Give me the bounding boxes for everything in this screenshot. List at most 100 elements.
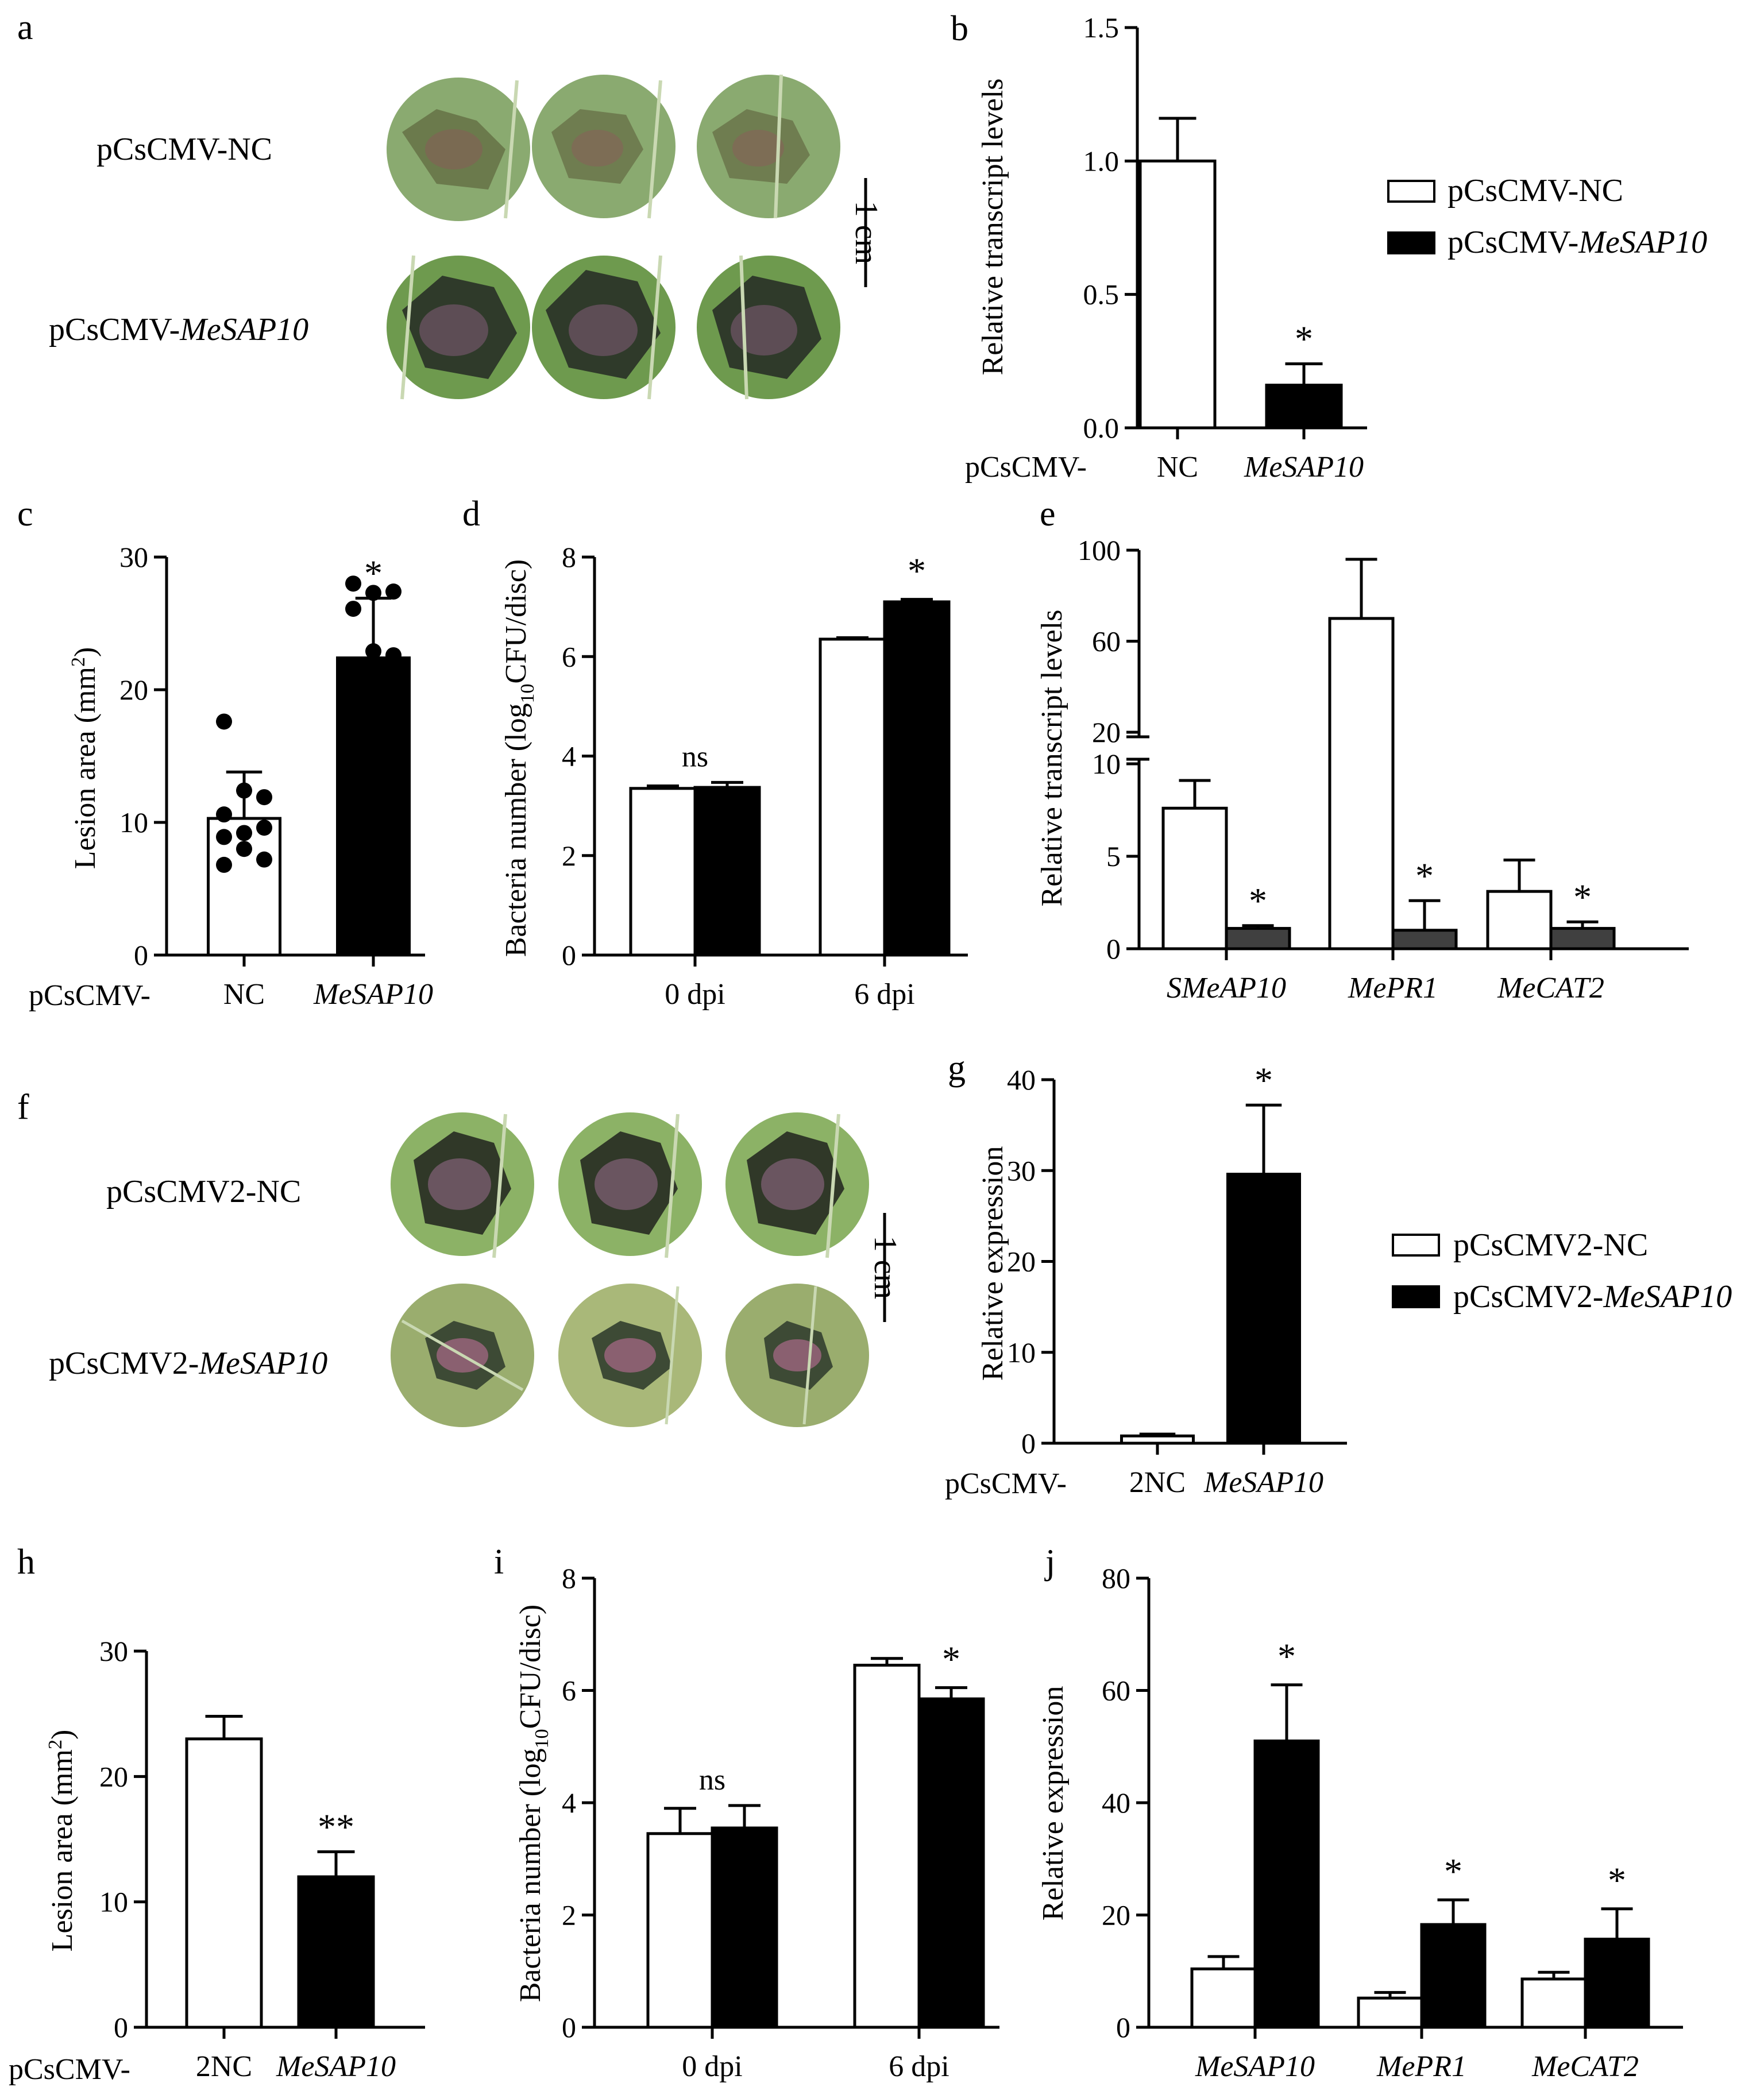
chart-d: d 0 2 4 6 8 Bacteria number (log10CFU/disc) 0 d… xyxy=(462,494,968,1011)
significance-mark: * xyxy=(1573,876,1592,917)
y-tick-label: 6 xyxy=(562,640,576,673)
bar xyxy=(629,787,697,957)
bar xyxy=(1161,806,1228,950)
leaf-disc-image xyxy=(558,1112,702,1258)
bar xyxy=(1265,384,1343,430)
bar xyxy=(297,1875,375,2029)
bar xyxy=(693,786,761,957)
y-tick-label: 10 xyxy=(99,1886,128,1918)
panel-letter: b xyxy=(951,9,968,48)
y-axis-label: Relative expression xyxy=(1037,1686,1070,1921)
bar xyxy=(1357,1996,1423,2029)
data-point xyxy=(216,713,232,730)
data-point xyxy=(365,643,381,660)
data-point xyxy=(256,789,272,806)
y-axis-label: Bacteria number (log10CFU/disc) xyxy=(514,1605,553,2003)
data-point xyxy=(365,585,381,601)
y-tick-label: 60 xyxy=(1092,625,1121,658)
y-tick-label: 1.0 xyxy=(1083,145,1120,177)
y-tick-label: 30 xyxy=(119,541,148,573)
legend-label-mesap10: pCsCMV-MeSAP10 xyxy=(1448,225,1707,260)
significance-mark: * xyxy=(942,1639,960,1680)
y-tick-label: 20 xyxy=(1007,1246,1036,1278)
leaf-disc-images-f xyxy=(391,1112,869,1427)
y-tick-label: 30 xyxy=(1007,1154,1036,1187)
y-tick-label: 0 xyxy=(1106,933,1121,965)
x-tick-label: MeSAP10 xyxy=(1244,451,1364,484)
bar xyxy=(883,600,951,957)
leaf-disc-image xyxy=(697,255,840,400)
data-point xyxy=(385,647,402,663)
x-axis-prefix: pCsCMV- xyxy=(945,1467,1067,1500)
y-tick-label: 10 xyxy=(1007,1336,1036,1369)
x-axis-prefix: pCsCMV- xyxy=(9,2053,130,2086)
legend-swatch-mesap10 xyxy=(1387,231,1435,254)
y-tick-label: 0 xyxy=(562,2011,576,2043)
panel-f-row-label-nc: pCsCMV2-NC xyxy=(106,1174,301,1209)
y-tick-label: 30 xyxy=(99,1635,128,1667)
y-tick-label: 0.5 xyxy=(1083,279,1120,311)
y-axis-label: Bacteria number (log10CFU/disc) xyxy=(500,559,538,957)
y-tick-label: 6 xyxy=(562,1675,576,1707)
bar xyxy=(819,637,886,957)
chart-h: h 0 10 20 30 Lesion area (mm2) 2NC MeSAP10 ** pCs… xyxy=(9,1543,425,2086)
y-tick-label: 60 xyxy=(1102,1675,1130,1707)
y-tick-label: 0 xyxy=(134,939,148,971)
chart-b: b 0.0 0.5 1.0 1.5 Relative transcript levels N… xyxy=(951,9,1367,484)
data-point xyxy=(236,782,252,799)
bar xyxy=(1253,1739,1320,2029)
y-tick-label: 2 xyxy=(562,840,576,872)
significance-mark: * xyxy=(1608,1860,1626,1901)
y-tick-label: 4 xyxy=(562,740,576,772)
data-point xyxy=(216,829,232,845)
data-point xyxy=(256,820,272,836)
leaf-disc-image xyxy=(725,1284,869,1427)
panel-letter: i xyxy=(494,1543,504,1582)
x-tick-label: SMeAP10 xyxy=(1167,972,1286,1004)
y-tick-label: 0 xyxy=(114,2011,128,2043)
y-axis-label: Relative transcript levels xyxy=(1036,610,1068,907)
y-tick-label: 0 xyxy=(562,939,576,971)
bar xyxy=(711,1826,778,2029)
x-tick-label: 0 dpi xyxy=(665,978,725,1011)
data-point xyxy=(236,825,252,841)
leaf-disc-image xyxy=(387,255,530,400)
y-tick-label: 40 xyxy=(1102,1787,1130,1819)
panel-a-row-label-mesap10: pCsCMV-MeSAP10 xyxy=(49,312,308,347)
bar xyxy=(1486,890,1553,950)
y-tick-label: 20 xyxy=(1102,1899,1130,1931)
bar xyxy=(1549,927,1616,950)
x-axis-prefix: pCsCMV- xyxy=(29,979,150,1012)
y-axis-label: Lesion area (mm2) xyxy=(68,647,102,869)
legend-g: pCsCMV2-NC pCsCMV2-MeSAP10 xyxy=(1392,1227,1732,1315)
panel-a-letter: a xyxy=(17,8,33,47)
x-tick-label: 0 dpi xyxy=(682,2050,742,2083)
significance-mark: ns xyxy=(699,1764,725,1796)
chart-i: i 0 2 4 6 8 Bacteria number (log10CFU/disc) 0 d… xyxy=(494,1543,999,2083)
panel-letter: j xyxy=(1044,1543,1055,1582)
y-axis-label: Lesion area (mm2) xyxy=(45,1730,79,1952)
x-tick-label: MeSAP10 xyxy=(1203,1466,1323,1499)
bar xyxy=(1190,1967,1257,2029)
y-tick-label: 1.5 xyxy=(1083,11,1120,44)
leaf-disc-image xyxy=(697,74,840,219)
panel-a: a pCsCMV-NC pCsCMV-MeSAP10 1 cm xyxy=(17,8,884,400)
bar xyxy=(185,1737,263,2029)
x-tick-label: 2NC xyxy=(1129,1466,1186,1499)
significance-mark: * xyxy=(1255,1060,1273,1100)
bar xyxy=(1138,159,1217,430)
y-tick-label: 20 xyxy=(1092,716,1121,748)
legend-label-mesap10: pCsCMV2-MeSAP10 xyxy=(1453,1279,1732,1315)
bar xyxy=(1584,1938,1650,2029)
leaf-disc-image xyxy=(725,1112,869,1258)
y-tick-label: 80 xyxy=(1102,1562,1130,1594)
panel-f-row-label-mesap10: pCsCMV2-MeSAP10 xyxy=(49,1346,327,1381)
chart-g: g 0 10 20 30 40 Relative expression 2NC MeSAP10 *… xyxy=(945,1049,1347,1500)
x-tick-label: 2NC xyxy=(196,2050,252,2083)
y-tick-label: 0 xyxy=(1021,1427,1036,1459)
data-point xyxy=(216,856,232,873)
legend-swatch-nc xyxy=(1392,1234,1440,1257)
data-point xyxy=(216,806,232,823)
y-tick-label: 0 xyxy=(1116,2011,1130,2043)
bar xyxy=(1420,1923,1487,2029)
